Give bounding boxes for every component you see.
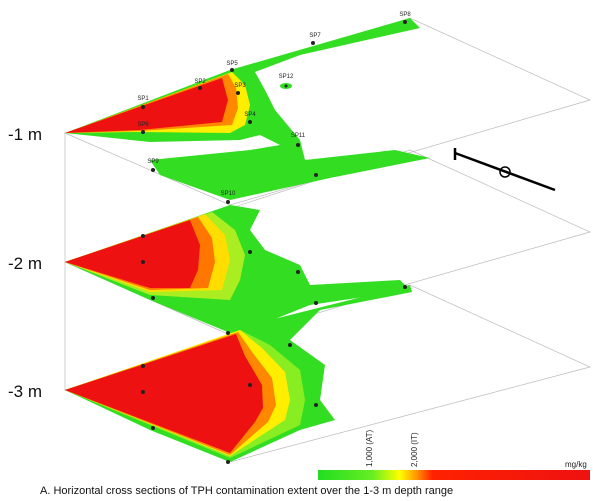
- sample-points: SP1 SP2 SP3 SP4 SP5 SP6 SP7 SP8 SP9 SP10…: [137, 12, 411, 464]
- sp-label: SP1: [137, 96, 149, 102]
- slice-2: [65, 205, 410, 335]
- sp-label: SP10: [221, 191, 236, 197]
- sp-label: SP4: [244, 112, 256, 118]
- sp-label: SP3: [234, 83, 246, 89]
- sp-label: SP6: [137, 122, 149, 128]
- slice-3: [65, 285, 412, 462]
- caption: A. Horizontal cross sections of TPH cont…: [40, 485, 453, 497]
- north-arrow: [453, 148, 556, 192]
- depth-label: -3 m: [8, 382, 42, 401]
- depth-label: -1 m: [8, 125, 42, 144]
- sp-label: SP12: [279, 74, 294, 80]
- depth-label: -2 m: [8, 254, 42, 273]
- slice-1: [65, 18, 430, 200]
- legend-label: 2,000 (IT): [410, 432, 419, 467]
- sp-label: SP7: [309, 33, 321, 39]
- sp-label: SP9: [147, 159, 159, 165]
- sp-label: SP8: [399, 12, 411, 18]
- sp-label: SP5: [226, 61, 238, 67]
- legend-label: 1,000 (AT): [365, 429, 374, 467]
- sp-label: SP2: [194, 79, 206, 85]
- legend-bar: [318, 470, 590, 480]
- legend-unit: mg/kg: [565, 460, 587, 469]
- sp-label: SP11: [291, 133, 306, 139]
